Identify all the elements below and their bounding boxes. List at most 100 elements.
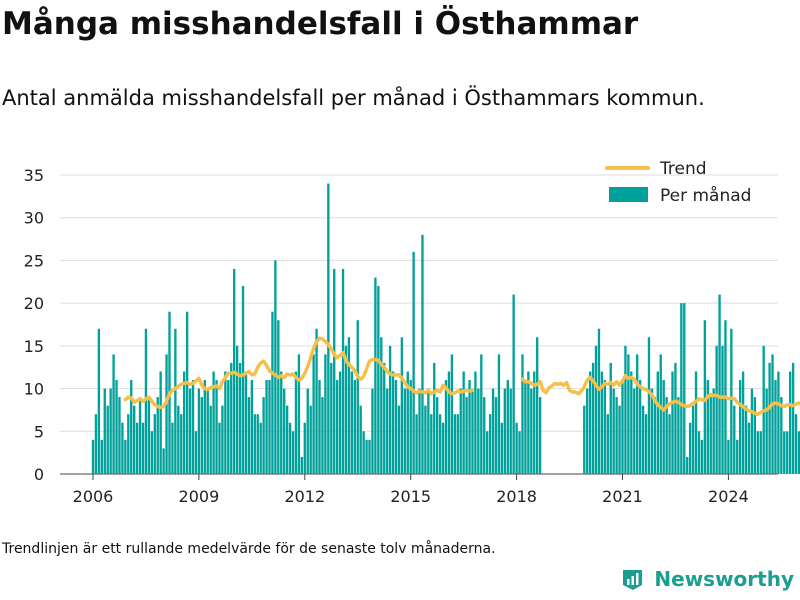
bar (533, 371, 536, 474)
bar (141, 422, 145, 474)
bar (444, 380, 448, 474)
bar (471, 388, 474, 474)
bar (674, 362, 677, 474)
bar (665, 397, 668, 474)
x-tick-label: 2012 (284, 487, 325, 506)
bar (791, 362, 795, 474)
bar (786, 431, 789, 474)
bar (753, 397, 757, 474)
bar (109, 388, 112, 474)
bar (659, 354, 662, 474)
bar (365, 439, 368, 474)
bar (247, 397, 251, 474)
bar (515, 422, 518, 474)
bar (306, 388, 309, 474)
bar (750, 388, 754, 474)
y-axis-ticks: 0 5 10 15 20 25 30 35 (24, 166, 44, 484)
bar (397, 405, 401, 474)
bar (465, 397, 468, 474)
bar (518, 431, 521, 474)
bar (427, 388, 430, 474)
bar (118, 397, 121, 474)
bar (162, 448, 165, 474)
bar (171, 422, 174, 474)
y-tick-label: 10 (24, 380, 44, 399)
bar (630, 371, 633, 474)
bar (400, 337, 404, 474)
bar (368, 439, 371, 474)
bar (609, 362, 612, 474)
bar (506, 380, 509, 474)
bar (718, 294, 721, 474)
bar (624, 345, 627, 474)
legend-bar-label: Per månad (660, 185, 751, 206)
bar (430, 414, 433, 474)
bar (756, 431, 759, 474)
footnote: Trendlinjen är ett rullande medelvärde f… (2, 541, 496, 557)
bar (797, 431, 800, 474)
bar (315, 328, 318, 474)
bar (612, 388, 615, 474)
bar (391, 371, 395, 474)
bar (477, 388, 480, 474)
bar (227, 380, 230, 474)
bar (668, 414, 671, 474)
bar (789, 371, 792, 474)
bar (165, 354, 168, 474)
bar (600, 371, 604, 474)
bar (253, 414, 256, 474)
bar (127, 414, 130, 474)
bar (512, 294, 515, 474)
bar (480, 354, 483, 474)
bar (459, 388, 462, 474)
bar (638, 380, 642, 474)
bar (194, 431, 198, 474)
bar (453, 414, 456, 474)
bar (191, 380, 195, 474)
legend-trend-label: Trend (659, 159, 707, 179)
bar (374, 277, 377, 474)
bar (447, 371, 451, 474)
bar (741, 371, 745, 474)
bar (268, 380, 271, 474)
bar (591, 362, 595, 474)
y-tick-label: 30 (24, 209, 44, 228)
bar (712, 388, 715, 474)
bar (130, 380, 133, 474)
x-tick-label: 2009 (179, 487, 220, 506)
trend-segment (520, 374, 800, 416)
bar (218, 422, 221, 474)
bar (418, 388, 421, 474)
bar (153, 414, 156, 474)
y-tick-label: 0 (34, 465, 44, 484)
bar (768, 362, 771, 474)
bar (671, 371, 674, 474)
bar (280, 371, 283, 474)
bar (777, 371, 780, 474)
bar (691, 405, 695, 474)
bar (436, 397, 439, 474)
bar (235, 345, 239, 474)
bar (197, 388, 201, 474)
bar (644, 414, 648, 474)
bar (680, 303, 683, 474)
bar (335, 380, 339, 474)
bar (97, 328, 101, 474)
bar (583, 405, 586, 474)
bar (133, 405, 136, 474)
bar (200, 397, 204, 474)
bar (362, 431, 365, 474)
bar (627, 354, 630, 474)
bar (285, 405, 289, 474)
bar (759, 431, 762, 474)
y-tick-label: 25 (24, 251, 44, 270)
x-tick-label: 2006 (73, 487, 114, 506)
bar (606, 414, 609, 474)
bar (415, 414, 418, 474)
bar (297, 354, 301, 474)
bar (615, 397, 618, 474)
bar (641, 405, 645, 474)
bar (491, 388, 495, 474)
bar (321, 397, 324, 474)
